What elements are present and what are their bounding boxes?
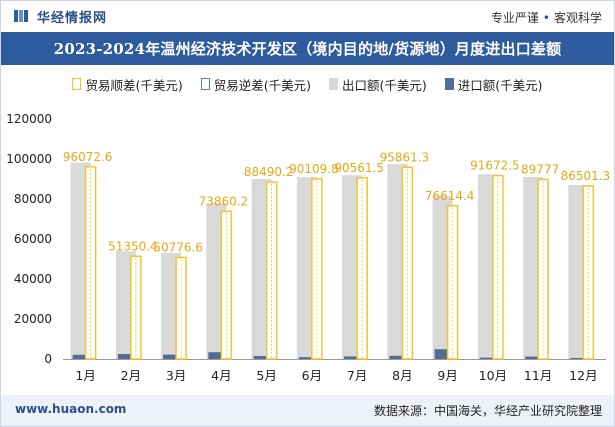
import-bar [298, 357, 315, 359]
legend-swatch-surplus [72, 78, 82, 90]
import-bar [72, 354, 89, 359]
data-label: 86501.3 [561, 169, 611, 183]
x-tick-label: 12月 [569, 368, 597, 383]
legend-label-deficit: 贸易逆差(千美元) [213, 77, 311, 93]
import-bar [253, 356, 270, 359]
legend-label-import: 进口额(千美元) [457, 77, 543, 93]
y-tick-label: 0 [44, 352, 52, 366]
legend-item-deficit: 贸易逆差(千美元) [200, 75, 311, 93]
legend-item-export: 出口额(千美元) [329, 75, 427, 93]
chart-title: 2023-2024年温州经济技术开发区（境内目的地/货源地）月度进出口差额 [53, 40, 562, 58]
import-bar [389, 355, 406, 359]
surplus-bar [84, 166, 97, 360]
x-tick-label: 4月 [211, 368, 231, 383]
legend-swatch-export [329, 78, 338, 90]
surplus-bar [220, 210, 233, 360]
brand: 华经情报网 [13, 7, 107, 26]
import-bar [117, 354, 134, 359]
data-label: 73860.2 [199, 194, 249, 208]
import-bar [479, 357, 496, 359]
data-label: 91672.5 [470, 159, 520, 173]
data-label: 90561.5 [334, 161, 384, 175]
legend-item-surplus: 贸易顺差(千美元) [72, 75, 183, 93]
surplus-bar [446, 205, 459, 360]
x-tick-label: 8月 [392, 368, 412, 383]
import-bar [570, 358, 587, 359]
site-url[interactable]: www.huaon.com [15, 402, 127, 416]
separator-dot-icon: • [542, 11, 550, 25]
data-label: 88490.2 [244, 165, 294, 179]
x-tick-label: 9月 [437, 368, 457, 383]
data-label: 89777 [521, 162, 559, 176]
legend-swatch-deficit [200, 78, 210, 90]
data-label: 51350.4 [108, 239, 158, 253]
legend: 贸易顺差(千美元) 贸易逆差(千美元) 出口额(千美元) 进口额(千美元) [1, 75, 614, 93]
import-bar [344, 356, 361, 359]
x-tick-label: 6月 [302, 368, 322, 383]
surplus-bar [265, 181, 278, 360]
title-bar: 2023-2024年温州经济技术开发区（境内目的地/货源地）月度进出口差额 [1, 32, 614, 65]
data-label: 50776.6 [153, 240, 203, 254]
import-bar [434, 349, 451, 359]
y-tick-label: 60000 [14, 232, 52, 246]
y-tick-label: 80000 [14, 192, 52, 206]
y-tick-label: 40000 [14, 272, 52, 286]
x-tick-label: 11月 [524, 368, 552, 383]
legend-label-export: 出口额(千美元) [342, 77, 427, 93]
tagline-left: 专业严谨 [490, 11, 539, 25]
tagline: 专业严谨 • 客观科学 [491, 9, 602, 26]
y-tick-label: 100000 [6, 152, 52, 166]
x-tick-label: 2月 [121, 368, 141, 383]
x-tick-label: 10月 [479, 368, 507, 383]
import-bar [525, 356, 542, 359]
data-label: 96072.6 [63, 150, 113, 164]
data-label: 95861.3 [380, 150, 430, 164]
bar-chart: 0 20000 40000 60000 80000 100000 120000 96072.6… [6, 112, 611, 383]
y-tick-label: 120000 [6, 112, 52, 126]
data-label: 76614.4 [425, 189, 475, 203]
header-bar: 华经情报网 专业严谨 • 客观科学 [1, 1, 614, 31]
import-bar [163, 354, 180, 359]
surplus-bar [537, 178, 549, 360]
import-bar [208, 352, 225, 359]
legend-label-surplus: 贸易顺差(千美元) [85, 77, 183, 93]
x-tick-label: 1月 [75, 368, 95, 383]
footer-bar: www.huaon.com 数据来源：中国海关，华经产业研究院整理 [1, 395, 614, 426]
brand-name: 华经情报网 [37, 10, 108, 26]
x-tick-label: 3月 [166, 368, 186, 383]
x-tick-label: 5月 [256, 368, 276, 383]
logo-icon [14, 10, 28, 22]
legend-swatch-import [444, 78, 454, 90]
data-label: 90109.8 [289, 162, 339, 176]
y-tick-label: 20000 [14, 312, 52, 326]
legend-item-import: 进口额(千美元) [444, 75, 543, 93]
data-source: 数据来源：中国海关，华经产业研究院整理 [373, 404, 602, 418]
tagline-right: 客观科学 [553, 11, 602, 25]
x-tick-label: 7月 [347, 368, 367, 383]
